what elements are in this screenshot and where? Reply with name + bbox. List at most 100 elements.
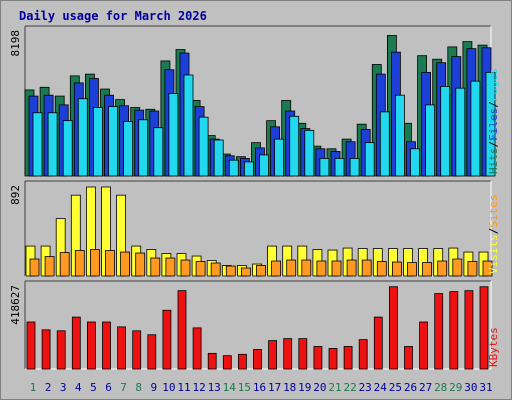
bar-pages-day-26 (410, 148, 420, 177)
day-label-15: 15 (238, 381, 251, 394)
bar-pages-day-22 (349, 158, 360, 177)
bar-sites-day-30 (467, 261, 478, 277)
bar-kbytes-day-18 (283, 338, 293, 370)
day-label-3: 3 (60, 381, 67, 394)
bar-sites-day-7 (120, 251, 130, 277)
legend-pages: Pages (487, 68, 500, 101)
bar-sites-day-1 (29, 258, 40, 277)
day-label-19: 19 (298, 381, 311, 394)
day-label-18: 18 (283, 381, 296, 394)
bar-pages-day-31 (485, 71, 496, 177)
bar-sites-day-5 (90, 249, 100, 277)
bar-sites-day-9 (150, 257, 161, 277)
panel-visits-sites: 892 Visits/Sites (9, 180, 500, 277)
day-label-14: 14 (223, 381, 237, 394)
side-legend: Visits/Sites (487, 195, 500, 275)
bar-kbytes-day-31 (479, 286, 489, 370)
day-label-11: 11 (177, 381, 190, 394)
bar-pages-day-18 (289, 115, 300, 177)
bar-sites-day-17 (271, 260, 282, 277)
day-label-9: 9 (150, 381, 157, 394)
bar-kbytes-day-3 (56, 330, 66, 370)
day-label-30: 30 (464, 381, 477, 394)
day-label-12: 12 (192, 381, 205, 394)
bar-kbytes-day-24 (373, 316, 383, 370)
chart-title: Daily usage for March 2026 (19, 9, 207, 23)
bar-sites-day-8 (135, 252, 146, 277)
side-legend: Hits/Files/Pages (487, 68, 500, 174)
day-label-31: 31 (479, 381, 492, 394)
bar-kbytes-day-8 (132, 330, 142, 370)
bar-sites-day-25 (391, 261, 402, 277)
bar-kbytes-day-17 (268, 340, 278, 370)
bar-pages-day-14 (228, 159, 239, 177)
legend-files: Files (487, 108, 500, 141)
bar-kbytes-day-6 (102, 321, 111, 370)
bar-kbytes-day-21 (328, 348, 338, 370)
bar-kbytes-day-26 (404, 346, 413, 370)
bar-kbytes-day-30 (464, 290, 474, 370)
bar-sites-day-19 (301, 259, 312, 277)
y-max-label: 892 (9, 185, 22, 205)
panel-kbytes: 418627 KBytes (9, 280, 500, 370)
bar-kbytes-day-5 (87, 321, 96, 370)
bar-sites-day-2 (44, 256, 55, 277)
bar-sites-day-12 (195, 261, 206, 277)
day-label-2: 2 (45, 381, 52, 394)
legend-separator: / (487, 141, 500, 148)
bar-kbytes-day-19 (298, 338, 308, 370)
bar-kbytes-day-13 (207, 352, 217, 370)
day-label-13: 13 (208, 381, 221, 394)
bar-kbytes-day-29 (449, 291, 459, 370)
bar-pages-day-4 (77, 98, 88, 177)
day-label-6: 6 (105, 381, 112, 394)
bar-pages-day-15 (243, 161, 254, 177)
day-label-28: 28 (434, 381, 447, 394)
bar-kbytes-day-16 (253, 349, 262, 370)
bar-pages-day-17 (274, 138, 285, 177)
bar-kbytes-day-10 (162, 309, 172, 370)
bar-sites-day-29 (452, 258, 463, 277)
bar-sites-day-23 (361, 259, 372, 277)
day-label-24: 24 (374, 381, 388, 394)
bar-pages-day-30 (470, 80, 481, 177)
bar-sites-day-24 (376, 261, 387, 277)
day-label-27: 27 (419, 381, 432, 394)
bar-pages-day-13 (213, 139, 224, 177)
bar-sites-day-6 (105, 250, 115, 277)
bar-sites-day-27 (422, 262, 433, 277)
bar-kbytes-day-25 (388, 286, 398, 370)
day-label-4: 4 (75, 381, 82, 394)
bar-sites-day-20 (316, 260, 327, 277)
legend-sites: Sites (487, 195, 500, 228)
day-label-25: 25 (389, 381, 402, 394)
bar-pages-day-21 (334, 158, 345, 177)
bar-pages-day-27 (425, 104, 436, 177)
day-label-29: 29 (449, 381, 462, 394)
day-label-26: 26 (404, 381, 417, 394)
bar-pages-day-1 (32, 112, 43, 177)
bar-sites-day-22 (346, 259, 357, 277)
y-max-label: 418627 (9, 285, 22, 325)
bar-sites-day-11 (180, 259, 191, 277)
y-max-label: 8198 (9, 30, 22, 57)
bar-kbytes-day-11 (177, 290, 187, 370)
bar-sites-day-16 (256, 265, 266, 277)
bar-pages-day-10 (168, 93, 179, 177)
bar-kbytes-day-27 (419, 321, 429, 370)
bar-kbytes-day-20 (313, 346, 323, 370)
day-label-10: 10 (162, 381, 175, 394)
bar-kbytes-day-2 (41, 329, 51, 370)
day-label-8: 8 (135, 381, 142, 394)
bar-kbytes-day-1 (26, 321, 36, 370)
legend-visits: Visits (487, 234, 500, 274)
bar-pages-day-20 (319, 158, 330, 177)
bar-kbytes-day-23 (358, 339, 368, 370)
bar-pages-day-8 (138, 119, 149, 177)
bar-pages-day-3 (62, 120, 73, 177)
day-label-1: 1 (30, 381, 37, 394)
bar-kbytes-day-22 (343, 346, 353, 370)
day-label-16: 16 (253, 381, 266, 394)
legend-separator: / (487, 228, 500, 235)
bar-sites-day-13 (210, 262, 221, 277)
